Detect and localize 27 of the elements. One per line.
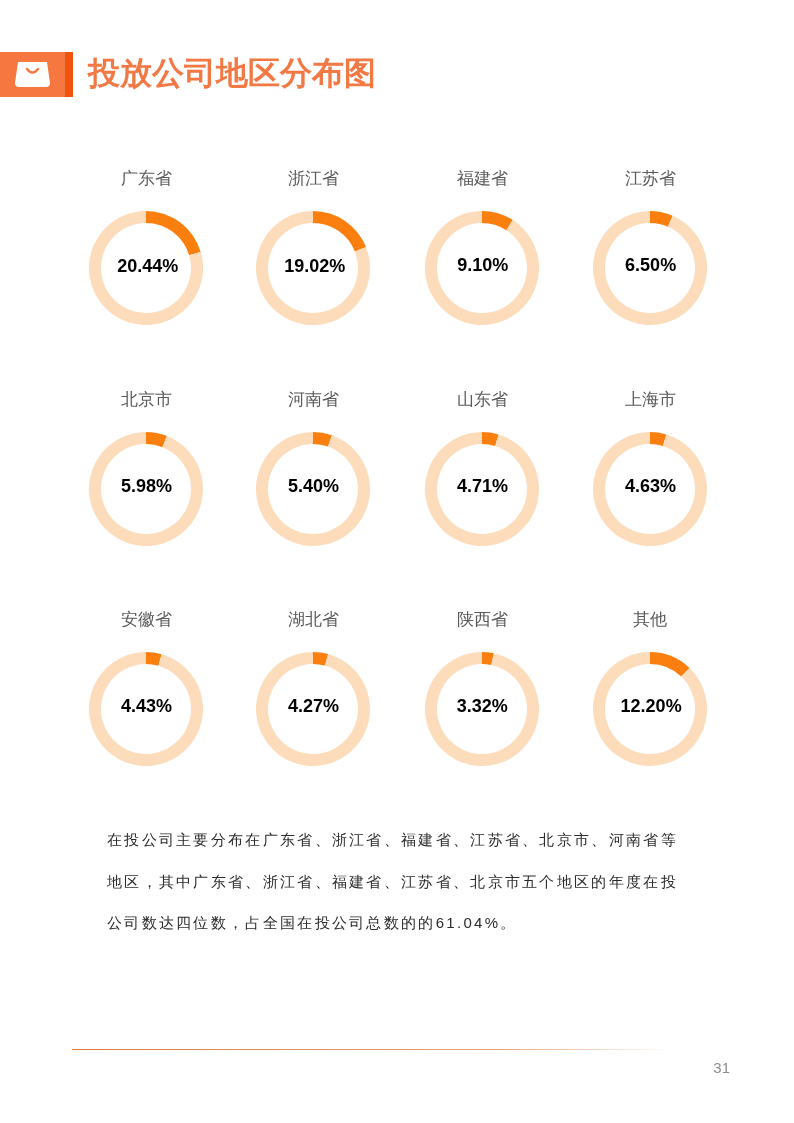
chart-title: 陕西省 — [456, 610, 508, 629]
text: 投放公司地区分布图 — [88, 54, 376, 93]
chart-title: 北京市 — [120, 390, 172, 409]
chart-title: 山东省 — [456, 390, 508, 409]
chart-title: 河南省 — [287, 390, 339, 409]
chart-title: 福建省 — [456, 169, 508, 188]
chart-title: 浙江省 — [287, 169, 339, 188]
chart-title: 湖北省 — [287, 610, 339, 629]
chart-title: 江苏省 — [624, 169, 676, 188]
data-label: 12.20% — [620, 696, 682, 717]
text: 在投公司主要分布在广东省、浙江省、福建省、江苏省、北京市、河南省等地区，其中广东省、浙江省、福建省、江苏省、北京市五个地区的年度在投公司数达四位数，占全国在投公司总数的的61.04%。 — [107, 831, 678, 931]
data-label: 3.32% — [456, 696, 508, 717]
data-label: 5.98% — [121, 476, 173, 497]
data-label: 4.43% — [120, 696, 172, 717]
data-label: 4.27% — [287, 696, 339, 717]
text: 31 — [713, 1059, 730, 1077]
chart-title: 广东省 — [120, 169, 172, 188]
data-label: 4.63% — [624, 476, 676, 497]
data-label: 4.71% — [456, 476, 508, 497]
chart-title: 安徽省 — [120, 610, 172, 629]
chart-title: 其他 — [633, 610, 667, 629]
data-label: 19.02% — [284, 255, 346, 276]
data-label: 5.40% — [287, 476, 340, 497]
data-label: 20.44% — [117, 255, 179, 276]
data-label: 9.10% — [457, 255, 509, 276]
chart-title: 上海市 — [624, 390, 676, 409]
data-label: 6.50% — [625, 255, 677, 276]
